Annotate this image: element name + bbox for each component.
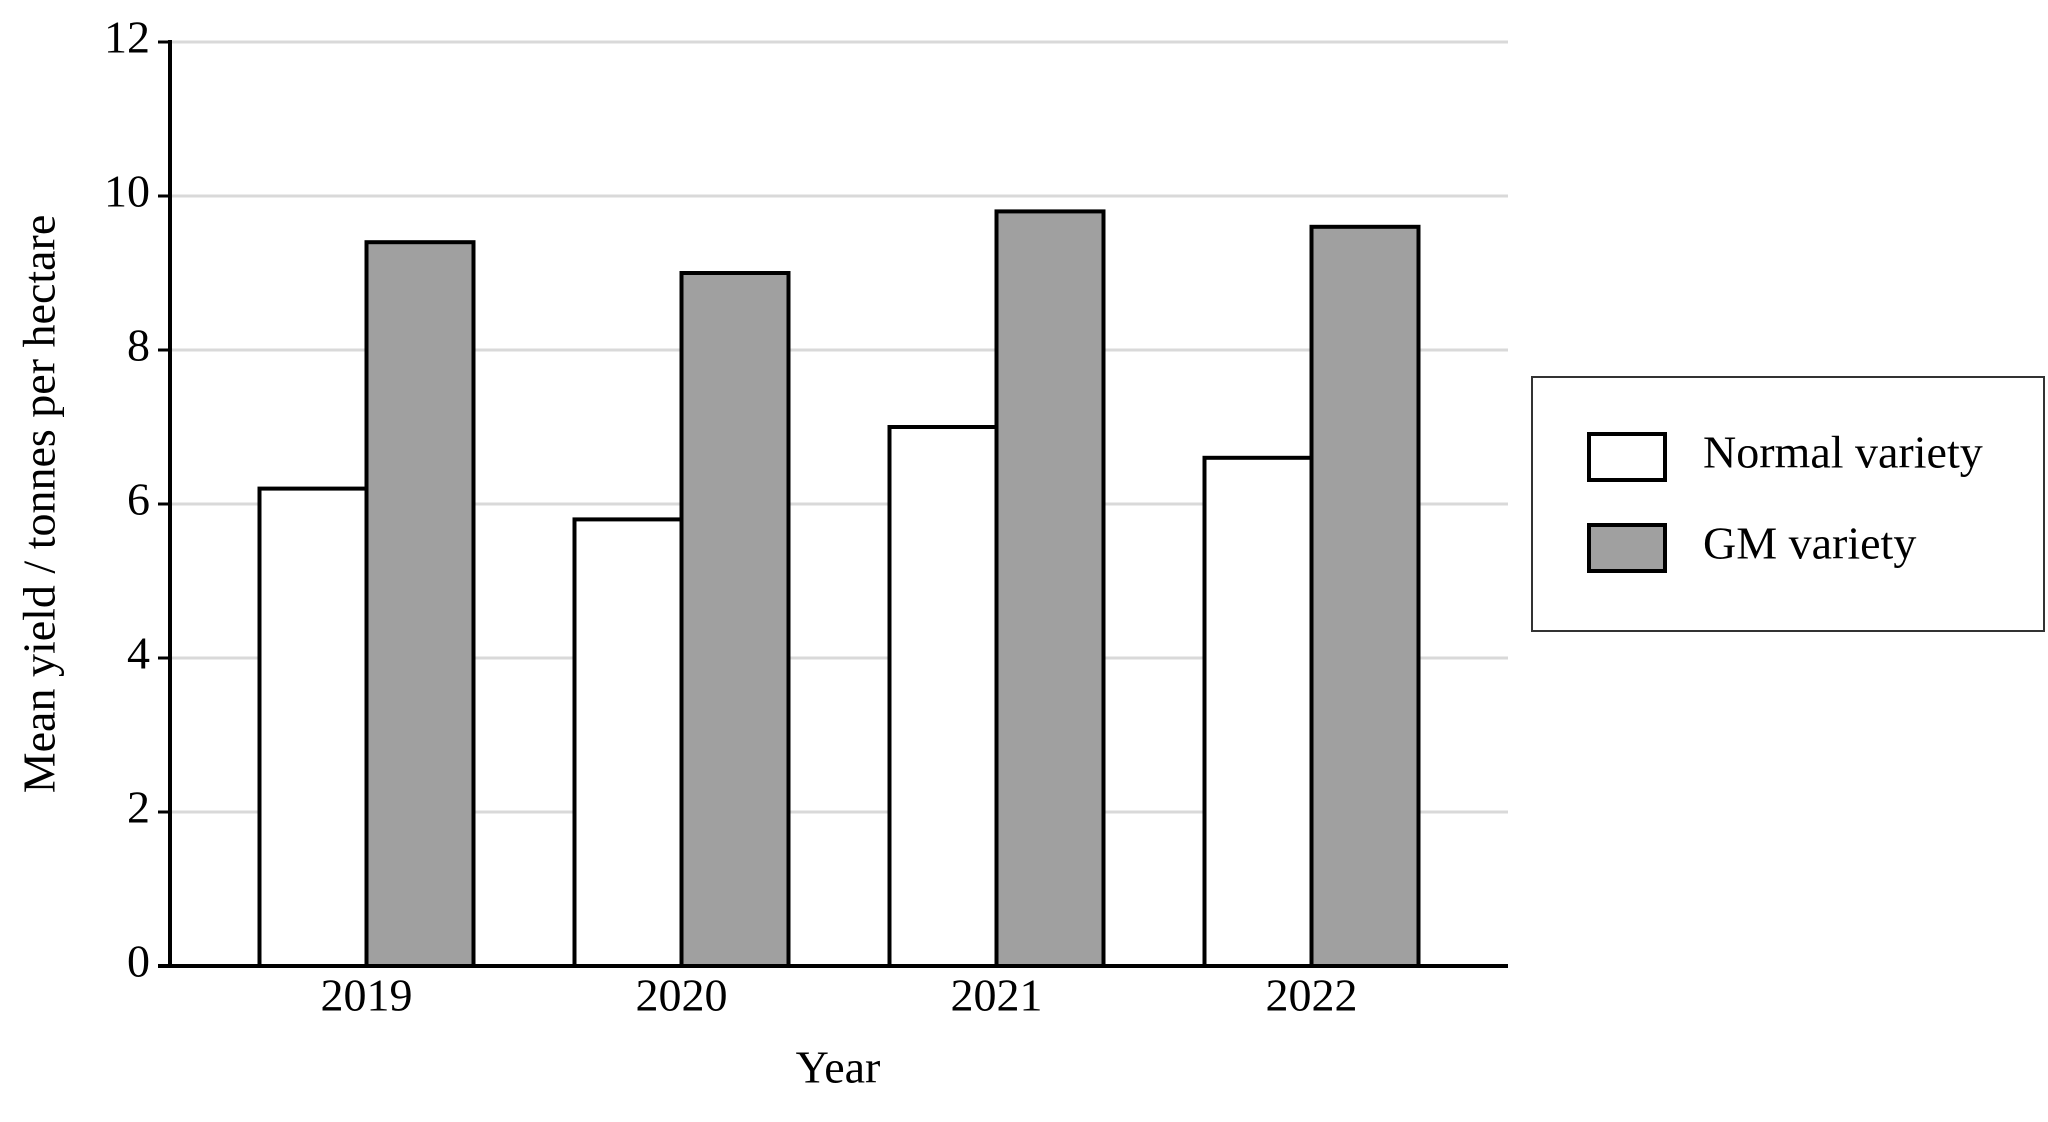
bar (364, 240, 476, 968)
legend-box (1531, 376, 2045, 632)
bar (1309, 224, 1421, 969)
y-tick-label: 0 (127, 936, 150, 987)
y-tick-label: 12 (104, 12, 150, 63)
y-tick-label: 10 (104, 166, 150, 217)
y-axis-title: Mean yield / tonnes per hectare (14, 215, 65, 794)
x-tick-label: 2021 (951, 970, 1043, 1021)
x-tick-label: 2020 (636, 970, 728, 1021)
bar (257, 486, 369, 968)
y-tick-label: 8 (127, 320, 150, 371)
x-tick-label: 2022 (1266, 970, 1358, 1021)
bar (572, 517, 684, 969)
bar (887, 425, 999, 968)
x-tick-label: 2019 (321, 970, 413, 1021)
legend-label: GM variety (1703, 518, 1916, 569)
x-axis-title: Year (796, 1042, 881, 1093)
y-tick-label: 6 (127, 474, 150, 525)
y-tick-label: 4 (127, 628, 150, 679)
bar (1202, 455, 1314, 968)
legend-swatch (1587, 523, 1667, 573)
legend-label: Normal variety (1703, 427, 1983, 478)
legend-swatch (1587, 432, 1667, 482)
y-tick-label: 2 (127, 782, 150, 833)
bar (679, 271, 791, 968)
bar (994, 209, 1106, 968)
